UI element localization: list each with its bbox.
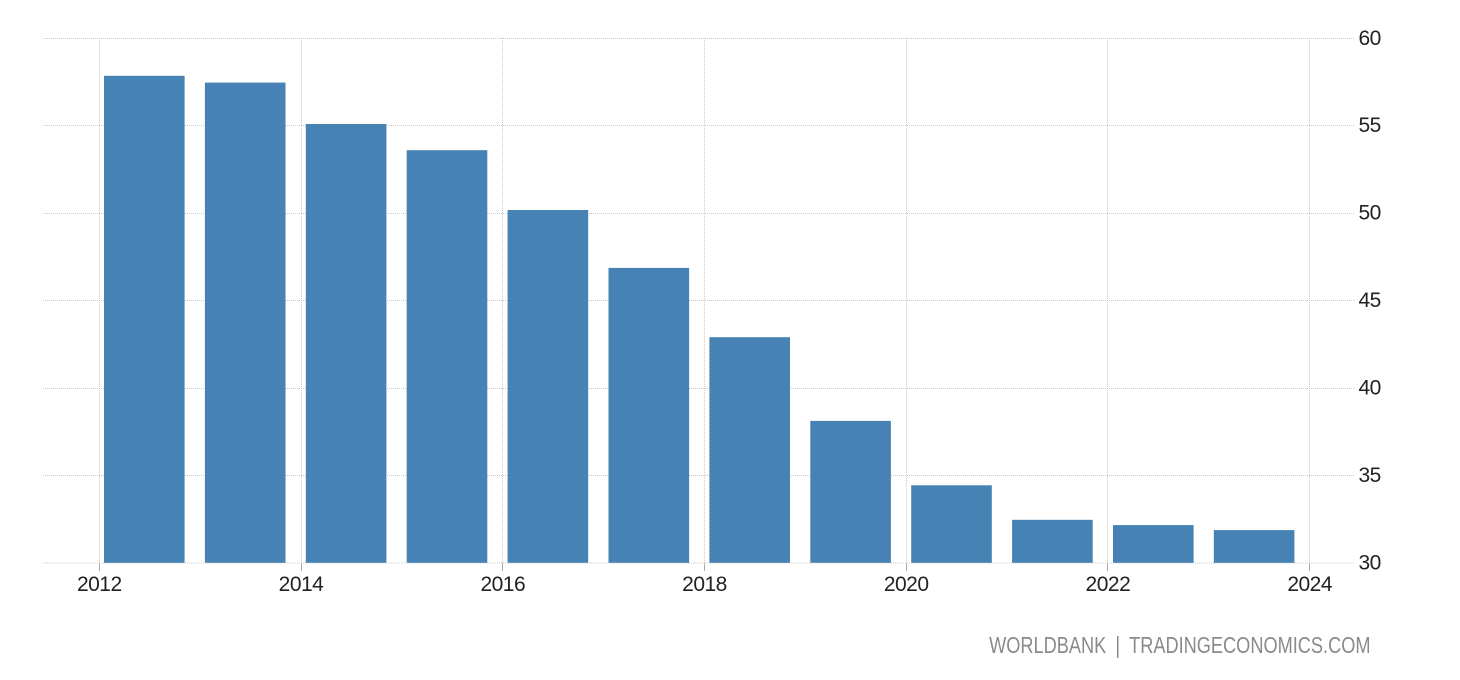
svg-text:45: 45 (1359, 289, 1381, 312)
svg-text:55: 55 (1359, 114, 1381, 137)
svg-text:2014: 2014 (279, 573, 325, 596)
svg-text:35: 35 (1359, 464, 1381, 487)
svg-text:2018: 2018 (682, 573, 727, 596)
svg-text:30: 30 (1359, 551, 1381, 574)
svg-text:2022: 2022 (1086, 573, 1131, 596)
svg-text:2020: 2020 (884, 573, 929, 596)
svg-text:50: 50 (1359, 202, 1381, 225)
svg-text:WORLDBANK | TRADINGECONOMICS.C: WORLDBANK | TRADINGECONOMICS.COM (989, 633, 1370, 659)
svg-text:2016: 2016 (480, 573, 525, 596)
svg-text:2024: 2024 (1287, 573, 1333, 596)
svg-text:60: 60 (1359, 27, 1381, 50)
svg-text:40: 40 (1359, 376, 1381, 399)
svg-text:2012: 2012 (77, 573, 122, 596)
